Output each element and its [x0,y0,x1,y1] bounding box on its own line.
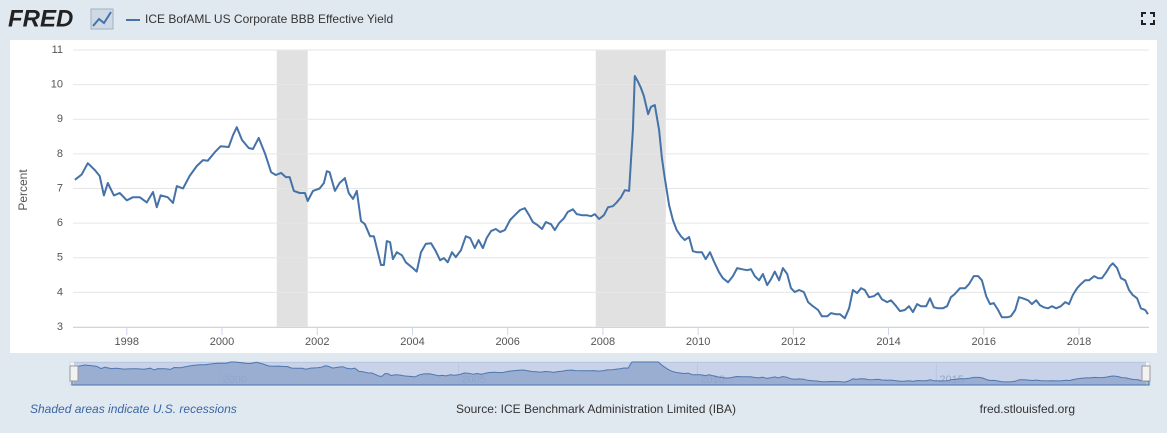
logo: FRED [8,5,73,32]
x-tick-label: 2014 [876,336,900,348]
x-tick-label: 2016 [972,336,996,348]
y-tick-label: 4 [57,286,63,298]
site-url[interactable]: fred.stlouisfed.org [980,402,1075,416]
x-tick-label: 2008 [591,336,615,348]
navigator-selection [74,362,1146,385]
y-tick-label: 5 [57,252,63,264]
y-tick-label: 6 [57,217,63,229]
y-tick-label: 3 [57,321,63,333]
y-tick-label: 7 [57,182,63,194]
x-tick-label: 2018 [1067,336,1091,348]
y-tick-label: 8 [57,148,63,160]
navigator-handle[interactable] [69,365,79,382]
x-tick-label: 2010 [686,336,710,348]
recession-note[interactable]: Shaded areas indicate U.S. recessions [30,402,237,416]
source: Source: ICE Benchmark Administration Lim… [456,402,736,416]
data-line [74,75,1149,320]
x-tick-label: 2012 [781,336,805,348]
y-tick-label: 9 [57,113,63,125]
chart-panel [10,40,1157,353]
legend-label: ICE BofAML US Corporate BBB Effective Yi… [145,12,393,26]
navigator-handle[interactable] [1141,365,1151,382]
x-tick-label: 2004 [400,336,424,348]
logo-icon [90,8,114,30]
navigator-series [71,361,1150,386]
x-tick-label: 2006 [495,336,519,348]
x-tick-label: 1998 [115,336,139,348]
x-tick-label: 2002 [305,336,329,348]
x-tick-label: 2000 [210,336,234,348]
y-tick-label: 10 [51,79,63,91]
y-tick-label: 11 [52,44,63,56]
fullscreen-button[interactable] [1141,12,1155,25]
y-axis-title: Percent [16,169,30,211]
